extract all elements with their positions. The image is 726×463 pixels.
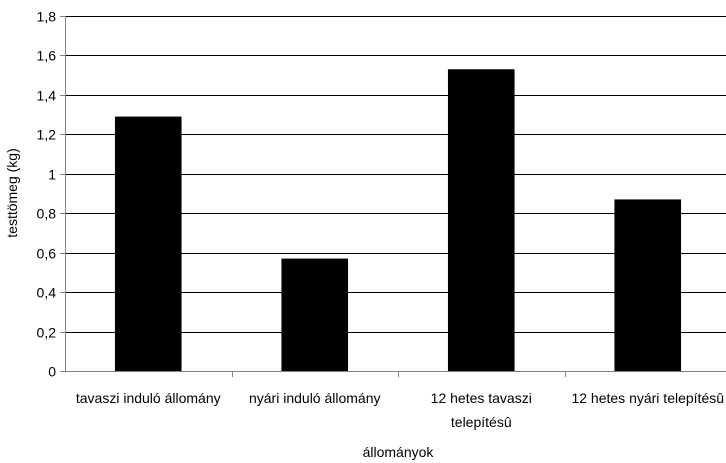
y-tick-label: 1,4 [37, 88, 57, 104]
y-tick-label: 1 [48, 167, 56, 183]
x-tick-label: tavaszi induló állomány [76, 390, 221, 406]
x-tick-labels: tavaszi induló állomány nyári induló állo… [76, 390, 724, 430]
bar [281, 258, 349, 371]
y-tick-labels: 0 0,2 0,4 0,6 0,8 1 1,2 1,4 1,6 1,8 [37, 9, 57, 380]
bar [614, 199, 682, 371]
y-tick-label: 0,4 [37, 285, 57, 301]
axes [60, 16, 726, 377]
x-tick-label: 12 hetes tavaszi [431, 390, 532, 406]
y-tick-label: 0,2 [37, 325, 57, 341]
x-tick-label: 12 hetes nyári telepítésû [571, 390, 724, 406]
x-axis-title: állományok [363, 444, 435, 460]
y-axis-title: testtömeg (kg) [4, 148, 20, 237]
bar [447, 69, 515, 371]
y-tick-label: 1,6 [37, 48, 57, 64]
x-tick-label: nyári induló állomány [249, 390, 381, 406]
y-tick-label: 1,8 [37, 9, 57, 25]
bars [114, 69, 682, 371]
y-tick-label: 0,8 [37, 206, 57, 222]
y-tick-label: 1,2 [37, 127, 57, 143]
y-tick-label: 0 [48, 364, 56, 380]
bar [114, 116, 182, 371]
y-tick-label: 0,6 [37, 246, 57, 262]
x-tick-label: telepítésû [451, 414, 512, 430]
